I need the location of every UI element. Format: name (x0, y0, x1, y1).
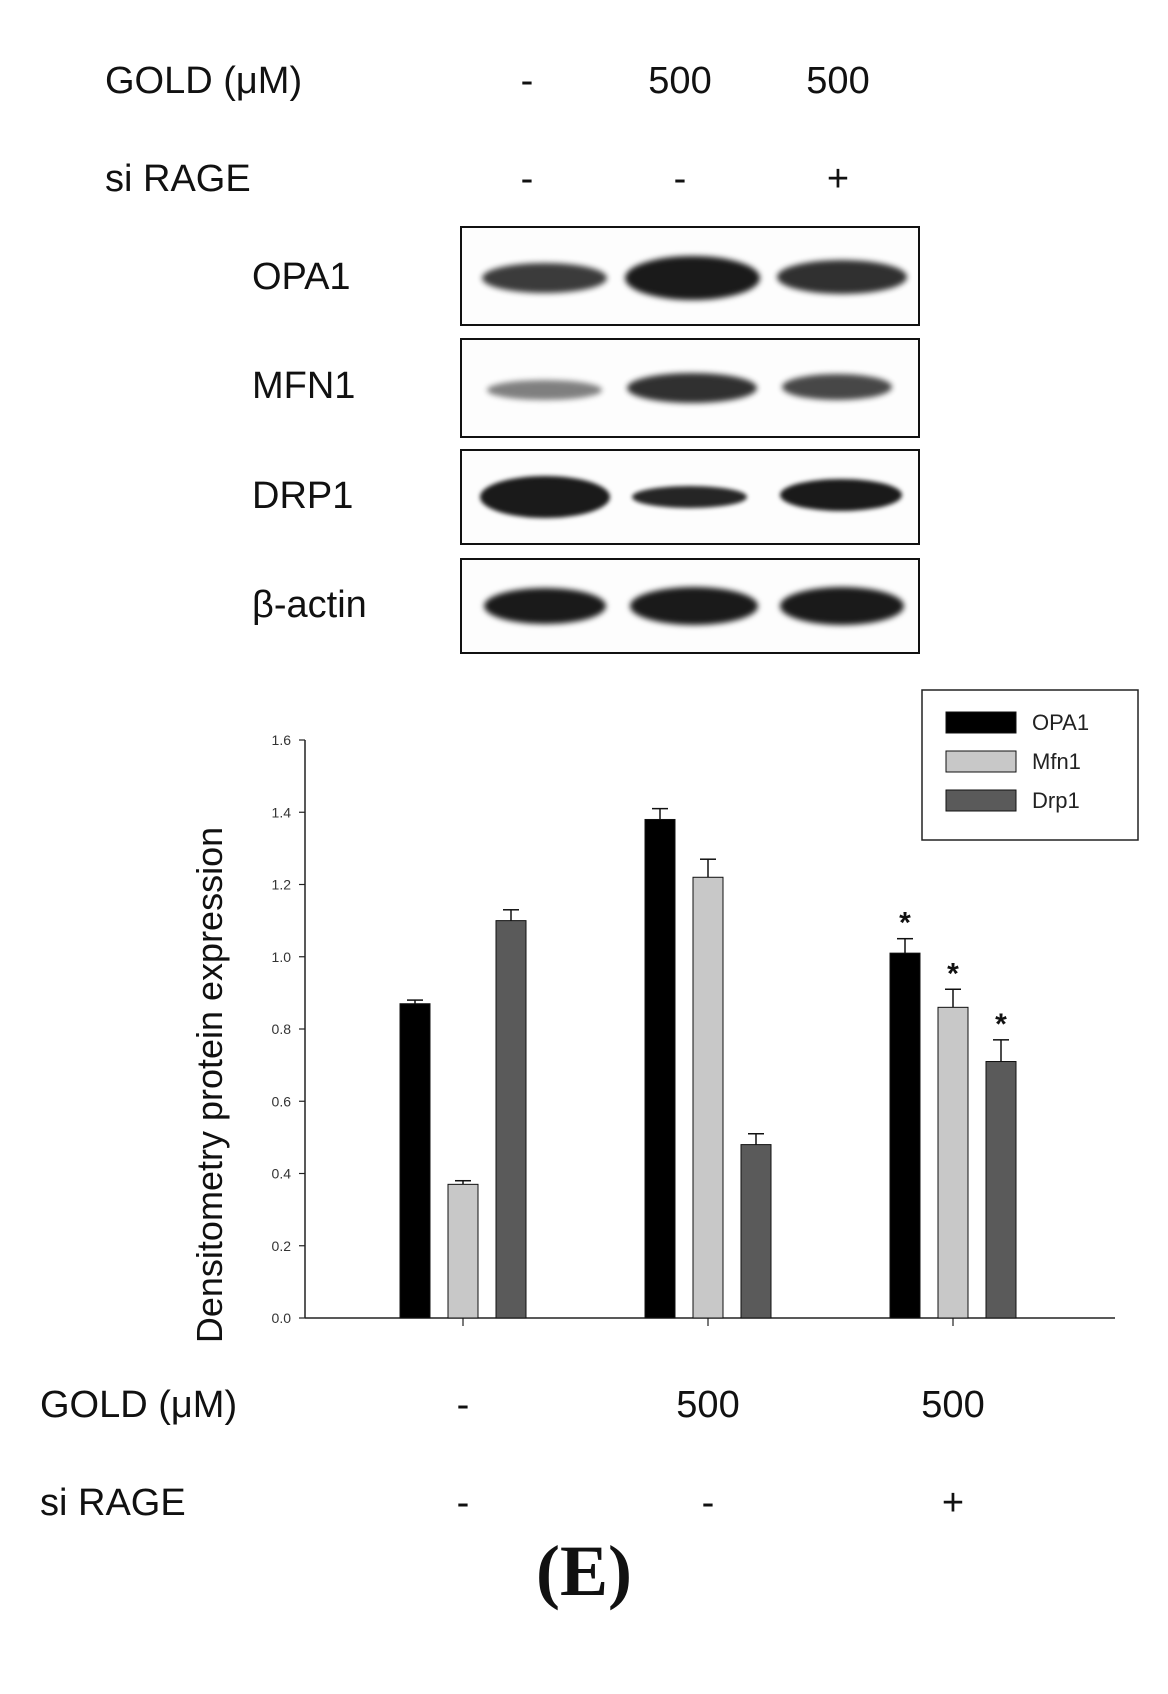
top-gold-value-3: 500 (806, 60, 870, 102)
bar-opa1 (644, 818, 676, 1319)
blot-opa1 (460, 226, 920, 326)
bar-opa1 (889, 952, 921, 1319)
bottom-gold-value-3: 500 (921, 1384, 985, 1426)
bottom-sirage-value-2: - (701, 1482, 715, 1524)
bar-mfn1 (692, 876, 724, 1319)
y-tick-label: 0.0 (272, 1310, 292, 1326)
bar-drp1 (740, 1144, 772, 1319)
legend-swatch-opa1 (945, 711, 1017, 734)
blot-label-drp1: DRP1 (252, 475, 354, 517)
blot-mfn1 (460, 338, 920, 438)
significance-asterisk: * (947, 957, 959, 990)
y-tick-label: 1.0 (272, 949, 292, 965)
panel-label: (E) (536, 1531, 632, 1611)
blot-drp1 (460, 449, 920, 545)
legend-label-mfn1: Mfn1 (1032, 749, 1081, 774)
bar-drp1 (495, 920, 527, 1319)
top-sirage-value-3: + (826, 158, 850, 200)
top-gold-value-2: 500 (648, 60, 712, 102)
bar-chart: 0.0 0.2 0.4 0.6 0.8 1.0 1.2 1.4 1.6 * * * OPA1 Mfn1… (189, 689, 1139, 1343)
top-sirage-value-2: - (673, 158, 687, 200)
legend-swatch-drp1 (945, 789, 1017, 812)
bar-mfn1 (447, 1183, 479, 1319)
top-sirage-label: si RAGE (105, 158, 251, 200)
y-tick-label: 0.4 (272, 1166, 292, 1182)
blot-label-beta-actin: β-actin (252, 584, 367, 626)
legend-swatch-mfn1 (945, 750, 1017, 773)
bottom-gold-value-2: 500 (676, 1384, 740, 1426)
y-tick-label: 1.4 (272, 804, 292, 820)
y-tick-label: 0.2 (272, 1238, 292, 1254)
bottom-gold-label: GOLD (μM) (40, 1384, 238, 1426)
blot-label-mfn1: MFN1 (252, 365, 356, 407)
bottom-gold-value-1: - (456, 1384, 470, 1426)
bar-drp1 (985, 1061, 1017, 1319)
y-axis-label: Densitometry protein expression (189, 827, 230, 1343)
bar-opa1 (399, 1003, 431, 1319)
y-tick-label: 0.8 (272, 1021, 292, 1037)
significance-asterisk: * (995, 1008, 1007, 1041)
legend-label-drp1: Drp1 (1032, 788, 1080, 813)
y-tick-label: 1.6 (272, 732, 292, 748)
top-gold-label: GOLD (μM) (105, 60, 303, 102)
y-tick-label: 1.2 (272, 877, 292, 893)
bar-mfn1 (937, 1006, 969, 1319)
blot-label-opa1: OPA1 (252, 256, 351, 298)
bottom-sirage-value-1: - (456, 1482, 470, 1524)
y-tick-label: 0.6 (272, 1093, 292, 1109)
blot-beta-actin (460, 558, 920, 654)
legend-label-opa1: OPA1 (1032, 710, 1089, 735)
bottom-sirage-label: si RAGE (40, 1482, 186, 1524)
top-gold-value-1: - (520, 60, 534, 102)
top-sirage-value-1: - (520, 158, 534, 200)
bottom-sirage-value-3: + (941, 1482, 965, 1524)
significance-asterisk: * (899, 907, 911, 940)
